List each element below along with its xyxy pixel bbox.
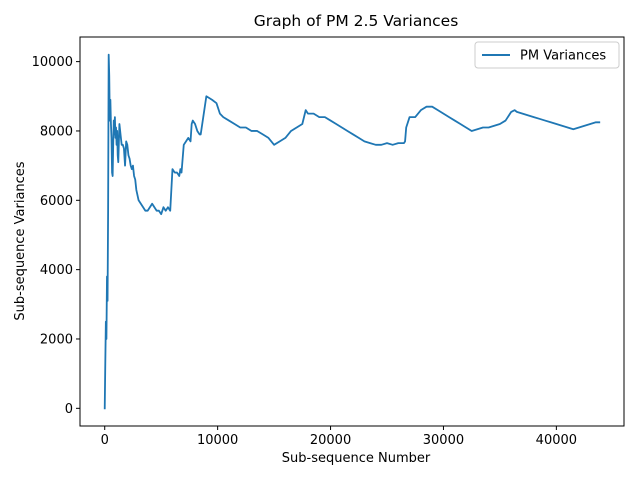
x-axis-label: Sub-sequence Number xyxy=(282,451,431,466)
y-tick-label: 4000 xyxy=(40,263,73,278)
x-tick-label: 30000 xyxy=(423,433,464,448)
series-line-pm-variances xyxy=(103,53,601,410)
x-tick-label: 20000 xyxy=(310,433,351,448)
y-tick-label: 8000 xyxy=(40,124,73,139)
x-tick-label: 40000 xyxy=(536,433,577,448)
y-tick-label: 6000 xyxy=(40,194,73,209)
y-axis-label: Sub-sequence Variances xyxy=(13,161,28,320)
y-tick-label: 0 xyxy=(65,402,73,417)
y-tick-label: 10000 xyxy=(32,55,73,70)
x-tick-label: 10000 xyxy=(197,433,238,448)
chart-title: Graph of PM 2.5 Variances xyxy=(254,12,459,30)
legend-box xyxy=(474,41,620,69)
y-tick-label: 2000 xyxy=(40,332,73,347)
legend-label: PM Variances xyxy=(520,49,606,64)
x-tick-label: 0 xyxy=(101,433,109,448)
legend: PM Variances xyxy=(474,41,620,69)
y-axis-ticks: 0 2000 4000 6000 8000 10000 xyxy=(32,55,80,417)
axes-frame xyxy=(79,36,625,427)
x-axis-ticks: 0 10000 20000 30000 40000 xyxy=(101,426,577,448)
